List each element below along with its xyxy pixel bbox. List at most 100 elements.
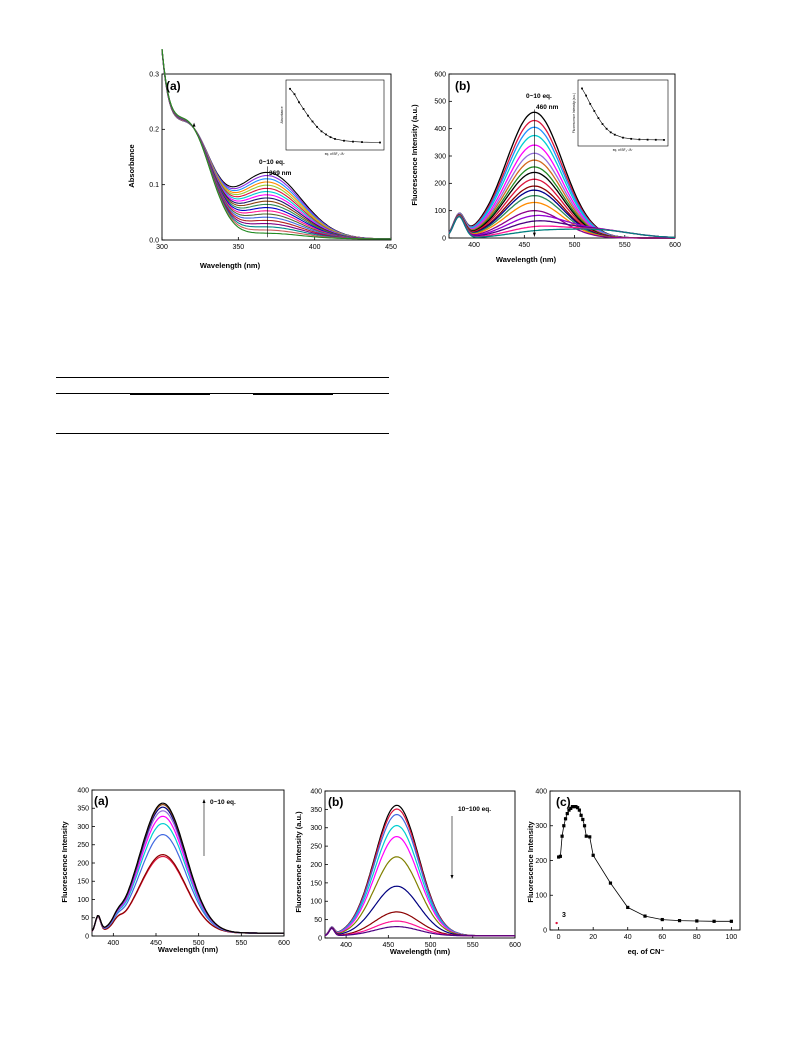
abs-inset-point bbox=[329, 136, 332, 139]
cnb-series-line bbox=[324, 804, 515, 937]
abs-series-line bbox=[161, 50, 391, 240]
cnc-data-point bbox=[729, 919, 733, 923]
flu-xtick-label: 600 bbox=[669, 242, 681, 249]
cn-b-x-axis-label: Wavelength (nm) bbox=[390, 947, 451, 956]
abs-inset-point bbox=[311, 120, 314, 123]
abs-series-line bbox=[161, 49, 392, 240]
table-sub-rule-1 bbox=[130, 394, 210, 395]
flu-annotation-range: 0~10 eq. bbox=[526, 93, 552, 100]
flu-series-line bbox=[448, 214, 676, 239]
cna-ytick-label: 50 bbox=[81, 915, 89, 922]
abs-inset-frame bbox=[285, 79, 385, 151]
cnc-data-point bbox=[677, 919, 682, 923]
flu-inset-point bbox=[585, 94, 587, 97]
abs-inset-point bbox=[334, 138, 336, 140]
cnc-data-point bbox=[577, 808, 581, 812]
cna-series-line bbox=[91, 853, 284, 934]
cnb-series-line bbox=[324, 813, 515, 937]
abs-series-line bbox=[161, 49, 392, 240]
cnc-data-point bbox=[584, 834, 588, 838]
flu-series-line bbox=[448, 194, 675, 239]
abs-series-line bbox=[161, 49, 391, 240]
abs-xtick-label: 300 bbox=[156, 244, 168, 251]
cna-arrow-head bbox=[202, 799, 206, 803]
flu-xtick-label: 400 bbox=[468, 242, 480, 249]
cnc-data-point bbox=[563, 817, 568, 821]
abs-series-line bbox=[161, 50, 391, 240]
abs-annotation-peak: 369 nm bbox=[269, 170, 292, 177]
cn-c-marker-label: 3 bbox=[562, 912, 566, 919]
flu-inset-ylabel: Fluorescence Intensity (a.u.) bbox=[572, 93, 576, 133]
flu-frame bbox=[448, 73, 676, 239]
cnc-ytick-label: 0 bbox=[543, 927, 547, 934]
flu-series-line bbox=[448, 111, 675, 239]
cnc-data-point bbox=[695, 919, 699, 923]
cnb-ytick-label: 400 bbox=[310, 788, 322, 795]
cnc-red-marker bbox=[555, 921, 558, 925]
flu-inset-line bbox=[581, 88, 665, 141]
flu-series-line bbox=[448, 152, 675, 239]
abs-series-line bbox=[161, 49, 391, 240]
flu-series-line bbox=[448, 166, 675, 239]
cnb-ytick-label: 150 bbox=[310, 880, 322, 887]
flu-x-axis-label: Wavelength (nm) bbox=[496, 255, 557, 264]
table-bottom-rule bbox=[56, 433, 389, 434]
flu-series-line bbox=[448, 134, 675, 239]
cnc-data-point bbox=[558, 854, 562, 858]
abs-ytick-label: 0.2 bbox=[149, 127, 159, 134]
abs-ytick-label: 0.1 bbox=[149, 182, 159, 189]
flu-inset-point bbox=[597, 117, 600, 119]
abs-series-line bbox=[161, 49, 391, 240]
flu-inset-point bbox=[581, 87, 583, 90]
cnb-ytick-label: 200 bbox=[310, 862, 322, 869]
flu-inset-point bbox=[605, 127, 608, 130]
flu-series-line bbox=[448, 159, 675, 239]
abs-ytick-label: 0.0 bbox=[149, 237, 159, 244]
abs-inset-point bbox=[293, 93, 296, 96]
cna-xtick-label: 550 bbox=[235, 940, 247, 947]
abs-x-axis-label: Wavelength (nm) bbox=[200, 261, 261, 270]
cnb-frame bbox=[324, 790, 516, 939]
flu-inset-point bbox=[622, 136, 624, 139]
cn-a-plot-area: 400 450 500 550 600 0 50 100 150 200 250 300 350 400 bbox=[77, 787, 290, 947]
cna-series-line bbox=[91, 815, 284, 934]
flu-annotation-peak: 460 nm bbox=[536, 104, 559, 111]
cnb-xtick-label: 500 bbox=[425, 942, 437, 949]
abs-series-line bbox=[161, 50, 391, 240]
abs-series-line bbox=[161, 50, 391, 240]
abs-inset-point bbox=[289, 87, 291, 90]
cna-series-line bbox=[91, 803, 284, 934]
cn-b-plot-area: 400 450 500 550 600 0 50 100 150 200 250 300 350 400 bbox=[310, 788, 521, 949]
cnb-ytick-label: 50 bbox=[314, 917, 322, 924]
abs-series-line bbox=[161, 49, 391, 240]
cnc-data-point bbox=[570, 805, 575, 809]
abs-ytick-label: 0.3 bbox=[149, 71, 159, 78]
flu-series-line bbox=[448, 119, 675, 239]
cna-ytick-label: 250 bbox=[77, 842, 89, 849]
cnb-ytick-label: 300 bbox=[310, 825, 322, 832]
abs-annotation-range: 0~10 eq. bbox=[259, 159, 285, 166]
cnb-ytick-label: 100 bbox=[310, 899, 322, 906]
cn-c-y-axis-label: Fluorescence Intensity bbox=[526, 821, 535, 903]
cnc-data-point bbox=[557, 855, 561, 859]
flu-inset-point bbox=[613, 133, 616, 136]
flu-inset-point bbox=[609, 131, 612, 134]
flu-series-line bbox=[448, 215, 676, 239]
cnb-xtick-label: 550 bbox=[467, 942, 479, 949]
cnc-data-point bbox=[572, 805, 576, 809]
abs-series-line bbox=[161, 50, 391, 240]
abs-inset-line bbox=[289, 88, 381, 143]
flu-inset-point bbox=[601, 123, 604, 125]
abs-inset-point bbox=[298, 101, 300, 104]
cn-a-y-axis-label: Fluorescence Intensity bbox=[60, 821, 69, 903]
flu-arrow-down bbox=[532, 232, 536, 237]
cna-series-line bbox=[91, 806, 284, 934]
cnc-xtick-label: 60 bbox=[658, 934, 666, 941]
abs-xtick-label: 350 bbox=[232, 244, 244, 251]
abs-inset-point bbox=[302, 108, 305, 110]
cna-ytick-label: 350 bbox=[77, 806, 89, 813]
abs-inset-point bbox=[307, 114, 309, 117]
flu-series-line bbox=[448, 144, 675, 239]
cna-ytick-label: 150 bbox=[77, 879, 89, 886]
